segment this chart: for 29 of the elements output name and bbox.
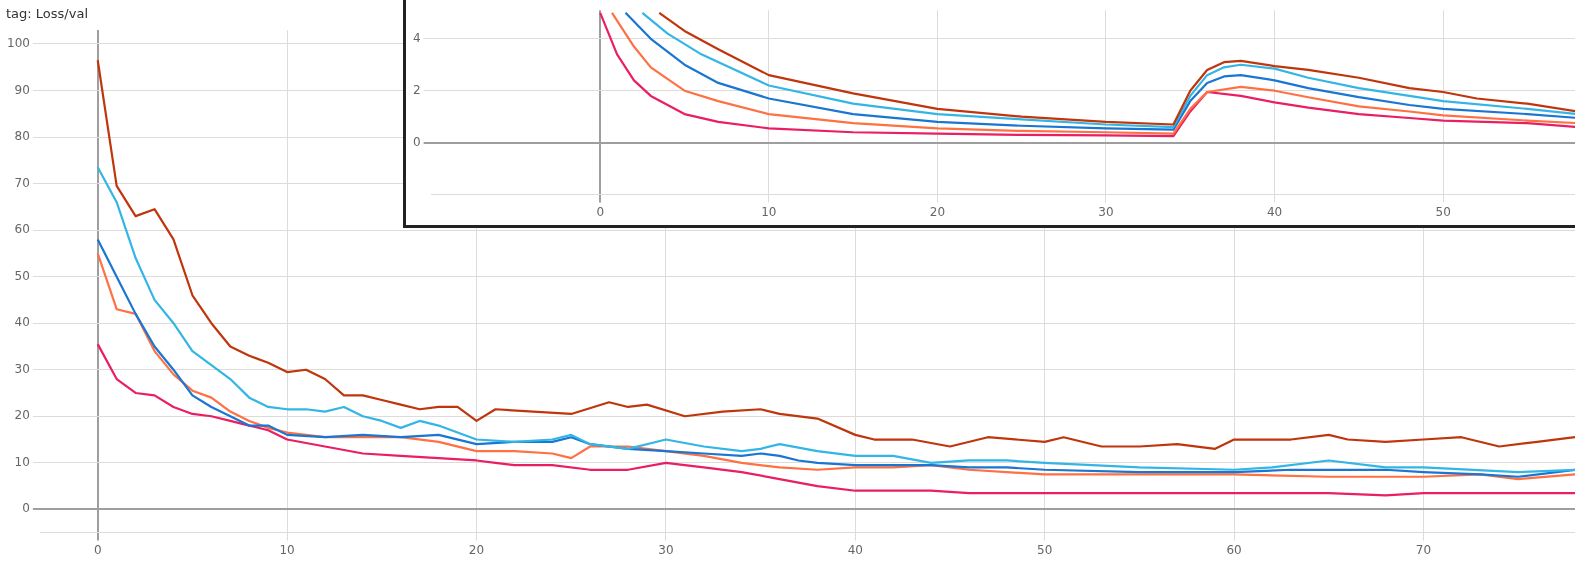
y-tick-label: 80	[14, 129, 30, 144]
chart-title: tag: Loss/val	[6, 6, 88, 21]
x-tick-label: 30	[1098, 204, 1114, 219]
x-tick-label: 0	[93, 542, 102, 557]
y-tick-label: 2	[412, 82, 421, 97]
y-tick-label: 100	[7, 36, 30, 51]
y-tick-label: 50	[14, 268, 30, 283]
x-tick-label: 60	[1226, 542, 1242, 557]
x-tick-label: 70	[1415, 542, 1432, 557]
y-tick-label: 10	[14, 454, 30, 469]
x-tick-label: 40	[847, 542, 863, 557]
y-tick-label: 70	[14, 175, 30, 190]
y-tick-label: 20	[14, 408, 30, 423]
y-tick-label: 30	[14, 361, 30, 376]
x-tick-label: 50	[1435, 204, 1451, 219]
x-tick-label: 30	[658, 542, 674, 557]
y-tick-label: 0	[22, 501, 30, 516]
x-tick-label: 40	[1266, 204, 1283, 219]
y-tick-label: 90	[14, 82, 30, 97]
y-tick-label: 4	[412, 30, 421, 45]
x-tick-label: 20	[468, 542, 485, 557]
x-tick-label: 10	[279, 542, 295, 557]
y-tick-label: 0	[412, 134, 421, 149]
x-tick-label: 20	[929, 204, 946, 219]
x-tick-label: 50	[1037, 542, 1053, 557]
y-tick-label: 60	[14, 222, 30, 237]
y-tick-label: 40	[14, 315, 30, 330]
x-tick-label: 0	[596, 204, 605, 219]
x-tick-label: 10	[761, 204, 777, 219]
